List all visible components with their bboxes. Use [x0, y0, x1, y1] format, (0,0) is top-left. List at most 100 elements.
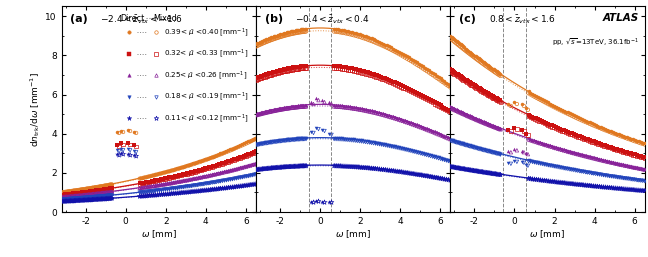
Point [272, 165, 282, 169]
Point [72, 188, 82, 192]
Point [571, 114, 581, 118]
Point [292, 65, 302, 69]
Point [624, 164, 634, 168]
Point [492, 72, 503, 76]
Point [80, 187, 90, 191]
Point [430, 155, 440, 159]
Point [408, 121, 418, 125]
Point [148, 189, 159, 193]
Point [360, 109, 371, 113]
Point [470, 117, 480, 121]
Point [415, 172, 426, 177]
Point [154, 182, 165, 187]
Point [586, 140, 597, 144]
Point [441, 135, 452, 140]
Point [564, 113, 575, 117]
Point [71, 193, 81, 197]
Point [419, 127, 430, 131]
Point [145, 174, 155, 178]
Point [100, 187, 110, 191]
Point [390, 116, 400, 121]
Point [594, 141, 605, 145]
Point [96, 184, 106, 188]
Point [102, 190, 113, 194]
Point [535, 140, 546, 144]
Point [415, 151, 426, 155]
Point [143, 175, 153, 179]
Point [100, 190, 110, 194]
Point [227, 168, 238, 172]
Point [243, 153, 253, 157]
Point [205, 173, 216, 177]
Point [608, 186, 618, 190]
Point [172, 179, 182, 183]
Point [620, 187, 631, 191]
Point [301, 104, 311, 108]
Point [261, 37, 272, 41]
Point [392, 169, 402, 173]
Point [223, 186, 233, 190]
Point [343, 66, 353, 70]
Point [95, 197, 105, 201]
Point [406, 122, 416, 126]
Point [485, 122, 495, 126]
Point [410, 171, 420, 176]
Point [71, 199, 81, 203]
Point [461, 143, 471, 147]
Point [490, 125, 500, 130]
Point [241, 183, 251, 187]
Point [596, 157, 607, 161]
Point [93, 188, 104, 192]
Point [122, 147, 133, 151]
Point [256, 110, 266, 114]
Point [495, 152, 505, 156]
Point [168, 180, 178, 184]
Point [362, 109, 373, 113]
Point [93, 191, 104, 195]
Point [573, 182, 583, 187]
Point [198, 159, 208, 163]
Point [160, 187, 170, 191]
Point [481, 121, 492, 125]
Point [93, 191, 103, 195]
Point [101, 190, 111, 194]
Point [290, 67, 301, 71]
Point [608, 146, 618, 150]
Point [73, 191, 84, 195]
Point [87, 189, 98, 193]
Point [569, 182, 579, 186]
Point [259, 39, 269, 43]
Point [294, 67, 305, 71]
Point [273, 33, 283, 37]
Point [454, 166, 465, 170]
Point [453, 75, 463, 79]
Point [221, 178, 231, 182]
Point [166, 186, 176, 190]
Point [68, 192, 78, 196]
Point [96, 197, 106, 201]
Point [494, 71, 504, 75]
Point [281, 105, 291, 109]
Point [91, 185, 102, 189]
Point [97, 190, 108, 195]
Point [98, 187, 109, 191]
Point [382, 114, 393, 118]
Point [86, 195, 97, 199]
Point [482, 65, 492, 69]
Point [519, 161, 529, 165]
Point [221, 150, 231, 154]
Point [150, 173, 161, 177]
Point [278, 138, 288, 142]
Point [81, 192, 91, 196]
Point [620, 176, 631, 180]
Point [452, 71, 462, 76]
Point [186, 170, 196, 174]
Point [419, 95, 430, 99]
Point [564, 131, 575, 135]
Point [261, 40, 272, 44]
Point [472, 87, 483, 91]
Point [329, 104, 340, 108]
Point [470, 56, 480, 60]
Point [356, 138, 367, 142]
Point [289, 137, 299, 141]
